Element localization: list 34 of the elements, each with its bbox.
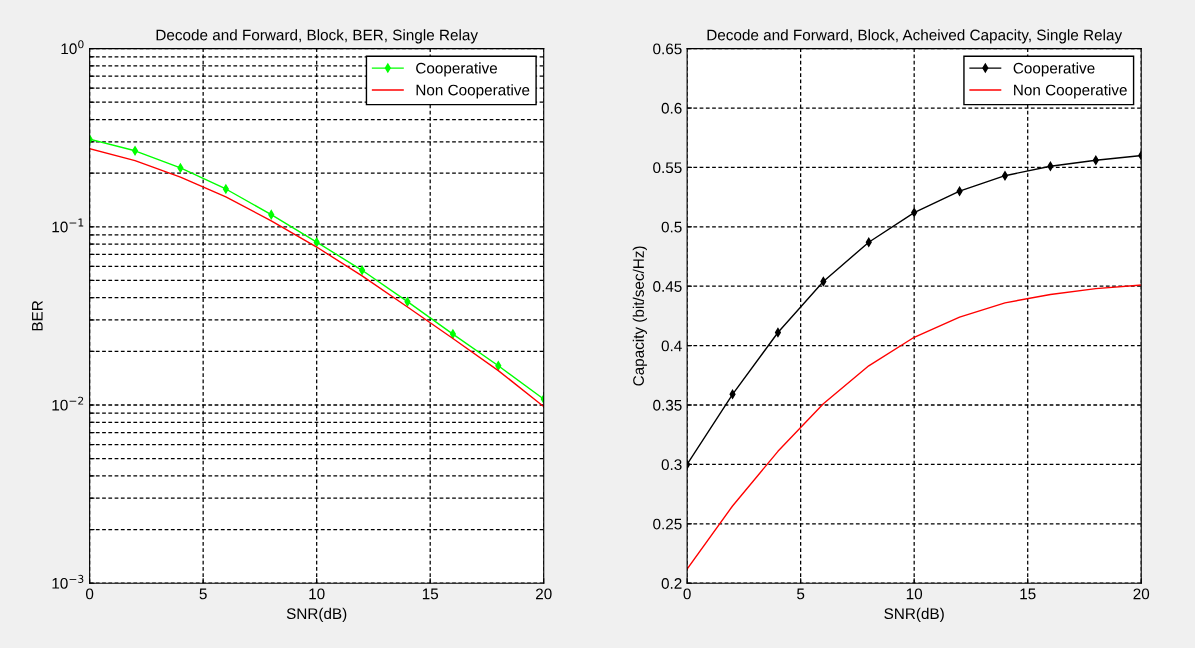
y-tick-label: 0.25 xyxy=(653,518,682,530)
y-tick-label: 10$^{0}$ xyxy=(61,40,84,55)
x-tick-label: 15 xyxy=(422,588,439,600)
legend-label: Non Cooperative xyxy=(416,84,530,99)
y-tick-label: 0.6 xyxy=(661,102,682,114)
y-tick-label: 10$^{−1}$ xyxy=(52,218,84,233)
y-tick-label: 0.35 xyxy=(653,399,682,411)
y-axis-title: Capacity (bit/sec/Hz) xyxy=(632,246,647,386)
x-axis-title: SNR(dB) xyxy=(884,607,944,623)
y-tick-label: 0.55 xyxy=(653,162,682,174)
legend-label: Cooperative xyxy=(416,62,498,77)
x-tick-label: 5 xyxy=(199,588,207,600)
y-tick-label: 0.2 xyxy=(661,578,682,589)
y-tick-label: 0.65 xyxy=(653,43,682,55)
x-axis-title: SNR(dB) xyxy=(286,607,347,623)
y-tick-label: 0.45 xyxy=(653,281,682,292)
x-tick-label: 20 xyxy=(536,588,552,600)
y-tick-label: 0.4 xyxy=(661,340,682,352)
legend-label: Cooperative xyxy=(1013,62,1095,77)
y-tick-label: 10$^{−2}$ xyxy=(52,396,84,411)
y-axis-title: BER xyxy=(32,300,43,331)
x-tick-label: 15 xyxy=(1020,588,1036,600)
x-tick-label: 5 xyxy=(797,588,805,600)
x-tick-label: 0 xyxy=(85,588,94,600)
y-tick-label: 0.3 xyxy=(661,459,682,471)
x-tick-label: 20 xyxy=(1133,588,1150,600)
legend-label: Non Cooperative xyxy=(1014,84,1127,99)
y-tick-label: 10$^{−3}$ xyxy=(52,574,84,589)
chart-title: Decode and Forward, Block, BER, Single Relay xyxy=(156,29,478,44)
x-tick-label: 10 xyxy=(906,588,923,600)
x-tick-label: 0 xyxy=(683,588,691,600)
y-tick-label: 0.5 xyxy=(661,221,682,233)
x-tick-label: 10 xyxy=(309,588,325,600)
chart-title: Decode and Forward, Block, Acheived Capacity, Single Relay xyxy=(707,29,1123,44)
